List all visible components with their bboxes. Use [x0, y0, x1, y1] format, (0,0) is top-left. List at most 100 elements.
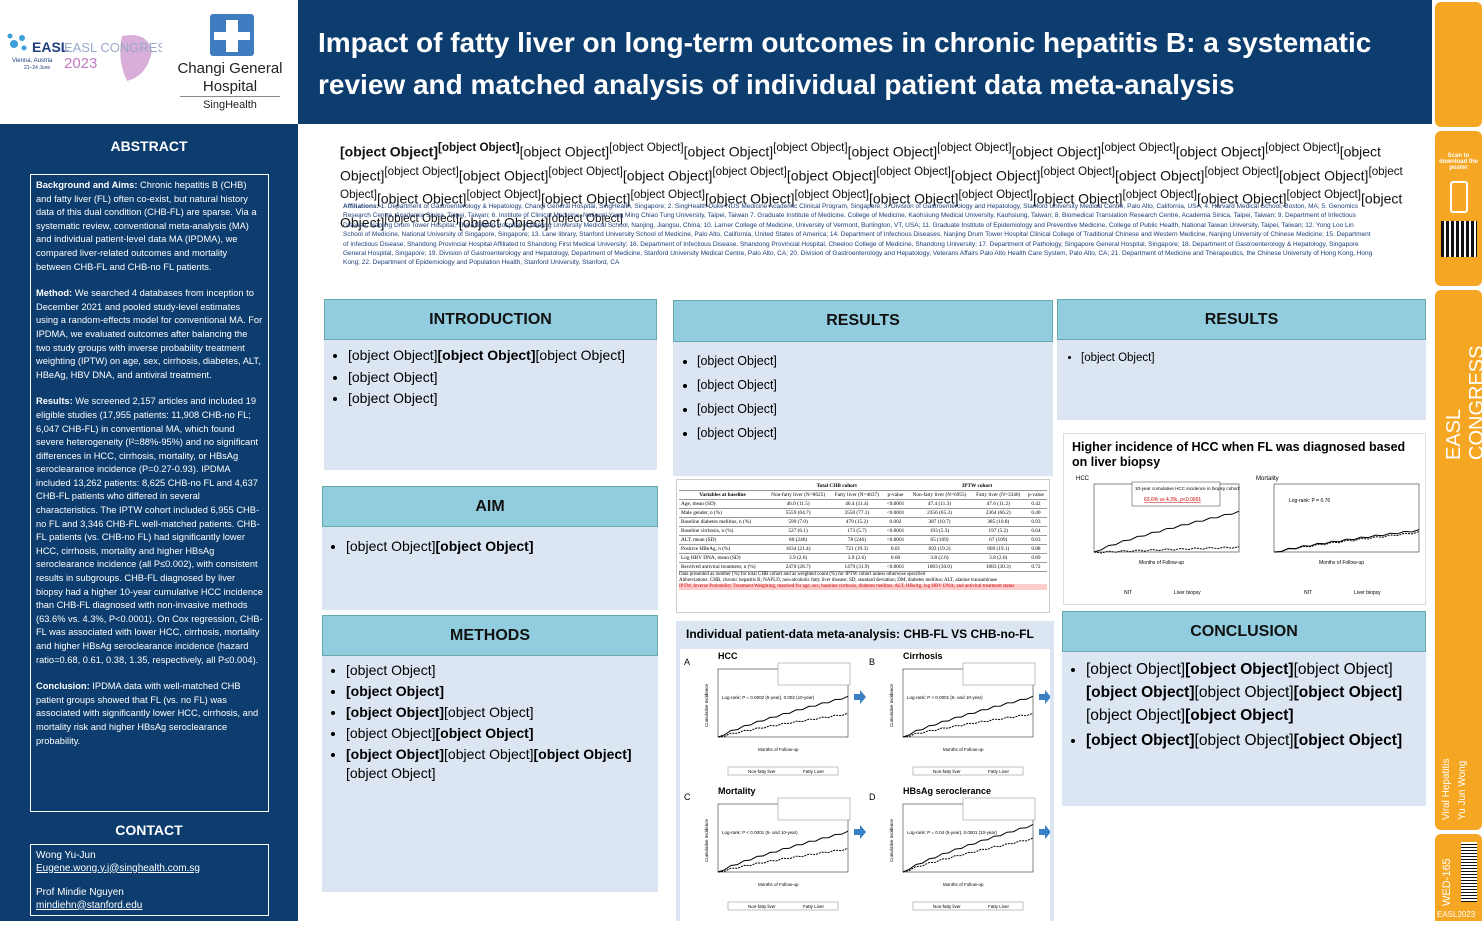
- text-run: [object Object]: [384, 164, 459, 178]
- panel-letter: C: [684, 792, 691, 802]
- table-cell: 3.9 (2.6): [766, 553, 831, 563]
- table-cell: 2364 (66.2): [971, 508, 1025, 518]
- table-row: ALT, mean (SD) 80 (246) 78 (246) <0.0001 65 …: [679, 535, 1047, 545]
- sidebar-code: WED-165 EASL2023: [1435, 834, 1482, 921]
- baseline-table: Total CHB cohort IPTW cohort Variables at …: [676, 479, 1050, 613]
- text-run: [object Object]: [786, 167, 877, 184]
- text-run: [object Object]: [437, 347, 536, 363]
- abstract-paragraph: Method: We searched 4 databases from inc…: [36, 287, 263, 382]
- text-run: [object Object]: [1086, 661, 1186, 678]
- bullet: [object Object][object Object]: [346, 537, 658, 556]
- table-cell: 0.63: [1024, 535, 1047, 545]
- affiliations-label: Affiliations:: [343, 203, 379, 210]
- abstract-label: Results:: [36, 396, 73, 407]
- table-cell: 0.64: [1024, 526, 1047, 536]
- curve: [717, 712, 849, 738]
- bullet: [object Object][object Object][object Ob…: [1086, 658, 1426, 727]
- table-cell: 3.9 (2.6): [830, 553, 884, 563]
- text-run: [object Object]: [1194, 732, 1294, 749]
- inset: [962, 797, 1036, 821]
- table-col: Fatty liver (N=3346): [971, 490, 1025, 500]
- axis-label: Months of Follow-up: [943, 882, 984, 887]
- affiliations: Affiliations: 1. Department of Gastroent…: [343, 202, 1373, 268]
- text-run: [object Object]: [1185, 661, 1294, 678]
- legend: Fatty Liver: [803, 904, 825, 909]
- results2-body: [object Object]: [1057, 340, 1426, 420]
- table-group: Total CHB cohort: [766, 482, 908, 491]
- km-svg: A HCC Log-rank: P = 0.0002 (5-year), 0.002…: [684, 651, 1051, 911]
- bullet: [object Object][object Object][object Ob…: [348, 346, 657, 366]
- text-run: [object Object]: [1175, 143, 1266, 160]
- logo-area: EASL EASL CONGRESS 2023 Vienna, Austria …: [0, 0, 300, 124]
- text-run: [object Object]: [346, 704, 445, 720]
- axis-label: Months of Follow-up: [1319, 560, 1364, 566]
- legend: Fatty Liver: [988, 904, 1010, 909]
- table-row: Variables at baseline Non-fatty liver (N=…: [679, 490, 1047, 500]
- table: Total CHB cohort IPTW cohort Variables at …: [679, 482, 1047, 572]
- table-cell: 0.88: [1024, 544, 1047, 554]
- table-cell: Baseline diabetes mellitus, n (%): [679, 517, 767, 527]
- table-cell: 0.72: [1024, 562, 1047, 572]
- table-cell: 46.0 (11.5): [766, 499, 831, 509]
- text-run: [object Object]: [950, 167, 1041, 184]
- results-body: [object Object] [object Object] [object Ob…: [673, 342, 1053, 476]
- table-row: Baseline cirrhosis, n (%) 527 (6.1) 173 (5…: [679, 526, 1047, 536]
- text-run: [object Object]: [458, 167, 549, 184]
- abstract-label: Conclusion:: [36, 681, 90, 692]
- text-run: [object Object]: [1081, 352, 1155, 364]
- sidebar: Scan to download the poster EASL CONGRES…: [1432, 0, 1484, 921]
- text-run: [object Object]: [540, 190, 631, 207]
- abstract-paragraph: Background and Aims: Chronic hepatitis B…: [36, 179, 263, 274]
- table-col: Non-fatty liver (N=8625): [766, 490, 831, 500]
- text-run: [object Object]: [609, 141, 684, 154]
- text-run: [object Object]: [794, 188, 869, 202]
- table-cell: Log HBV DNA, mean (SD): [679, 553, 767, 563]
- axis-label: Months of Follow-up: [758, 747, 799, 752]
- text-run: [object Object]: [519, 143, 610, 160]
- table-row: Received antiviral treatment, n (%) 2470 …: [679, 562, 1047, 572]
- text-run: [object Object]: [937, 141, 1012, 154]
- text-run: [object Object]: [466, 188, 541, 202]
- table-cell: <0.0001: [883, 499, 908, 509]
- contact-name: Prof Mindie Nguyen: [36, 887, 124, 898]
- table-cell: 599 (7.0): [766, 517, 831, 527]
- table-cell: 0.89: [1024, 553, 1047, 563]
- year: 2023: [64, 55, 97, 72]
- panel-letter: A: [684, 657, 690, 667]
- axis-label: Months of Follow-up: [943, 747, 984, 752]
- bullet: [object Object]: [346, 661, 658, 680]
- text-run: [object Object]: [704, 190, 795, 207]
- arrow: [1039, 690, 1051, 704]
- table-cell: 47.4 (11.3): [907, 499, 972, 509]
- bio-panel: Mortality Months of Follow-up NIT Liver bio…: [1256, 476, 1420, 596]
- text-run: [object Object]: [1293, 732, 1403, 749]
- abstract-text: We screened 2,157 articles and included …: [36, 396, 263, 665]
- title-bar: Impact of fatty liver on long-term outco…: [300, 0, 1432, 124]
- text-run: [object Object]: [876, 164, 951, 178]
- legend: Liver biopsy: [1354, 590, 1381, 596]
- table-cell: <0.0001: [883, 526, 908, 536]
- table-cell: 479 (15.2): [830, 517, 884, 527]
- bullet: [object Object]: [697, 374, 1053, 396]
- text-run: [object Object]: [622, 167, 713, 184]
- table-cell: 65 (109): [907, 535, 972, 545]
- text-run: [object Object]: [346, 683, 445, 699]
- text-run: [object Object]: [1040, 164, 1115, 178]
- legend: NIT: [1304, 590, 1312, 596]
- table-col: p-value: [883, 490, 908, 500]
- easl-logo: EASL EASL CONGRESS 2023 Vienna, Austria …: [7, 33, 162, 81]
- text-run: [object Object]: [346, 725, 436, 741]
- curve: [902, 712, 1034, 738]
- curve: [902, 695, 1034, 738]
- section-heading: RESULTS: [673, 300, 1053, 342]
- curve: [717, 830, 849, 873]
- text-run: [object Object]: [444, 746, 534, 762]
- text-run: [object Object]: [1265, 141, 1340, 154]
- table-cell: 5559 (64.7): [766, 508, 831, 518]
- hospital-group: SingHealth: [180, 96, 280, 111]
- title: Impact of fatty liver on long-term outco…: [318, 27, 1372, 100]
- axis-label: Months of Follow-up: [758, 882, 799, 887]
- text-run: [object Object]: [868, 190, 959, 207]
- table-cell: ALT, mean (SD): [679, 535, 767, 545]
